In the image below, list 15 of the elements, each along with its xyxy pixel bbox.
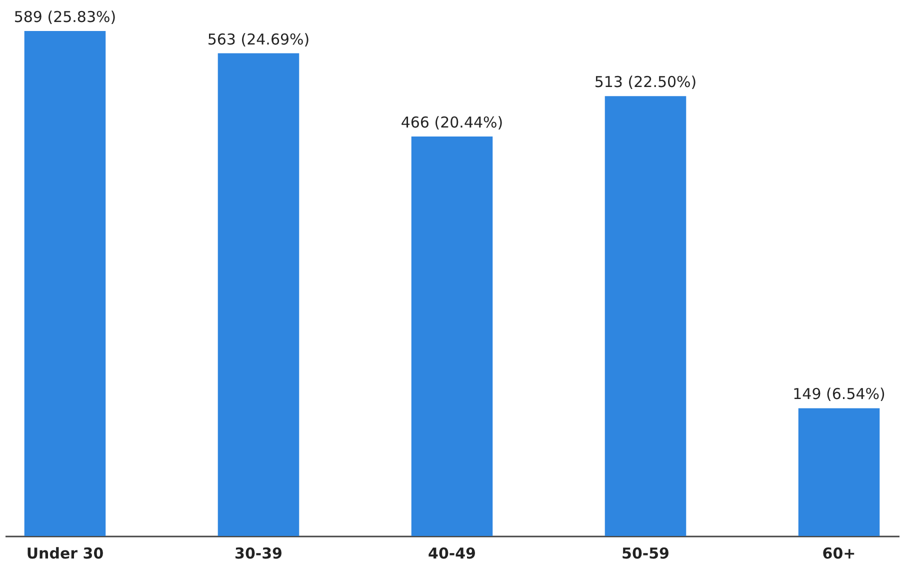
data-label: 149 (6.54%) bbox=[792, 385, 886, 404]
bar bbox=[411, 136, 493, 536]
data-label: 589 (25.83%) bbox=[14, 8, 116, 26]
x-tick-label: 60+ bbox=[822, 544, 856, 562]
x-tick-label: 50-59 bbox=[622, 544, 670, 562]
data-label: 513 (22.50%) bbox=[594, 73, 697, 92]
x-tick-label: 30-39 bbox=[234, 544, 282, 562]
bar bbox=[604, 96, 686, 536]
data-label: 466 (20.44%) bbox=[400, 113, 504, 132]
bar bbox=[24, 31, 106, 536]
data-label: 563 (24.69%) bbox=[207, 30, 310, 48]
bar bbox=[798, 408, 880, 536]
x-tick-label: Under 30 bbox=[26, 544, 104, 562]
x-tick-label: 40-49 bbox=[428, 544, 476, 562]
bar bbox=[218, 53, 300, 536]
